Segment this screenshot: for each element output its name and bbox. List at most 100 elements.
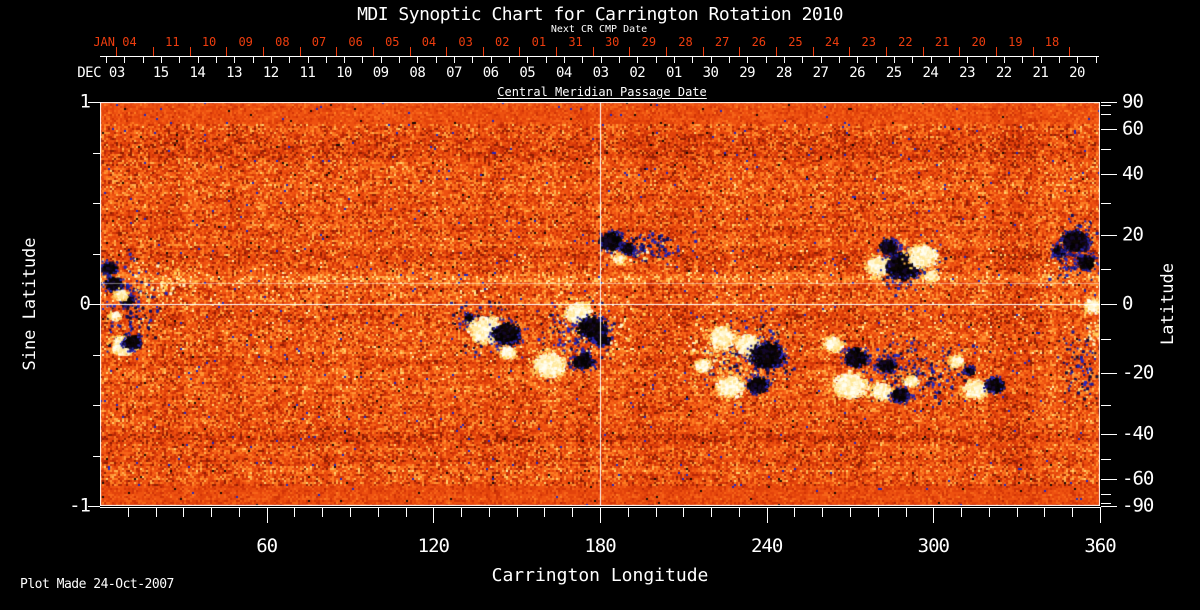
latitude-tick — [1101, 105, 1111, 107]
sine-latitude-tick — [88, 304, 100, 305]
longitude-tick — [377, 507, 379, 517]
longitude-tick — [322, 507, 324, 517]
next-cr-day-label: 29 — [641, 35, 657, 49]
longitude-tick — [988, 507, 990, 517]
longitude-tick — [905, 507, 907, 517]
cmp-day-label: 24 — [922, 65, 939, 81]
next-cr-axis-label: Next CR CMP Date — [550, 24, 648, 35]
longitude-tick — [683, 507, 685, 517]
latitude-tick — [1101, 129, 1117, 131]
next-cr-day-label: 20 — [971, 35, 986, 49]
next-cr-day-label: 10 — [201, 35, 217, 49]
cmp-tick — [710, 56, 712, 63]
plot-made-timestamp: Plot Made 24-Oct-2007 — [20, 577, 174, 592]
next-cr-tick — [482, 47, 484, 56]
cmp-tick — [875, 56, 877, 63]
cmp-tick — [692, 56, 694, 63]
cmp-tick — [344, 56, 346, 63]
cmp-tick — [912, 56, 914, 63]
latitude-tick — [1101, 234, 1117, 236]
longitude-tick — [183, 507, 185, 517]
cmp-day-label: 26 — [849, 65, 866, 81]
cmp-tick — [930, 56, 932, 63]
latitude-tick-label: -90 — [1122, 494, 1154, 517]
x-axis-title: Carrington Longitude — [491, 565, 709, 586]
cmp-tick — [1022, 56, 1024, 63]
cmp-tick — [289, 56, 291, 63]
next-cr-day-label: 18 — [1044, 35, 1060, 49]
latitude-tick — [1101, 506, 1117, 507]
cmp-tick — [380, 56, 382, 63]
cmp-day-label: 11 — [299, 65, 316, 81]
cmp-tick — [1040, 56, 1042, 63]
cmp-day-label: 30 — [702, 65, 719, 81]
cmp-tick — [399, 56, 401, 63]
next-cr-tick — [226, 47, 228, 56]
longitude-tick — [572, 507, 574, 517]
cmp-day-label: 20 — [1069, 65, 1085, 81]
cmp-tick — [490, 56, 492, 63]
next-cr-tick — [336, 47, 338, 56]
next-cr-tick — [1069, 47, 1071, 56]
cmp-day-label: 02 — [629, 65, 646, 81]
latitude-tick — [1101, 502, 1111, 504]
cmp-tick — [564, 56, 565, 63]
next-cr-day-label: 22 — [898, 35, 913, 49]
sine-latitude-tick — [93, 152, 100, 154]
sine-latitude-tick — [93, 253, 100, 255]
longitude-tick — [350, 507, 351, 517]
cmp-tick — [1077, 56, 1079, 63]
next-cr-day-label: 19 — [1008, 35, 1023, 49]
next-cr-day-label: 06 — [348, 35, 363, 49]
next-cr-day-label: 25 — [788, 35, 803, 49]
cmp-tick — [857, 56, 859, 63]
next-cr-tick — [702, 47, 704, 56]
cmp-tick — [215, 56, 217, 63]
next-cr-tick — [885, 47, 887, 56]
next-cr-tick — [372, 47, 374, 56]
longitude-tick — [933, 507, 935, 523]
latitude-tick — [1101, 458, 1111, 460]
sine-latitude-tick — [93, 354, 100, 356]
longitude-tick — [877, 507, 879, 517]
next-cr-tick — [189, 47, 191, 56]
magnetogram-image — [100, 102, 1100, 506]
longitude-tick — [822, 507, 824, 517]
cmp-tick — [362, 56, 364, 63]
longitude-tick — [794, 507, 796, 517]
latitude-tick — [1101, 102, 1117, 103]
longitude-tick-label: 120 — [417, 535, 450, 557]
cmp-tick — [802, 56, 804, 63]
next-cr-month-label: JAN 04 — [93, 35, 137, 49]
cmp-day-label: 10 — [336, 65, 352, 81]
latitude-tick — [1101, 433, 1117, 435]
cmp-day-label: 23 — [959, 65, 976, 81]
longitude-tick — [738, 507, 740, 517]
next-cr-tick — [922, 47, 924, 56]
cmp-tick — [765, 56, 767, 63]
next-cr-tick — [519, 47, 521, 56]
next-cr-day-label: 07 — [311, 35, 327, 49]
cmp-tick — [600, 56, 602, 63]
next-cr-day-label: 27 — [714, 35, 730, 49]
cmp-tick — [1095, 56, 1097, 63]
latitude-tick — [1101, 268, 1111, 270]
longitude-tick-label: 60 — [256, 535, 278, 557]
cmp-tick — [820, 56, 822, 63]
cmp-day-label: 05 — [519, 65, 536, 81]
cmp-tick — [234, 56, 236, 63]
longitude-tick — [516, 507, 518, 517]
cmp-tick — [472, 56, 474, 63]
cmp-tick — [252, 56, 254, 63]
y-axis-title-left: Sine Latitude — [20, 237, 40, 371]
next-cr-day-label: 03 — [458, 35, 473, 49]
cmp-tick — [325, 56, 327, 63]
latitude-tick — [1101, 203, 1111, 204]
sine-latitude-tick — [88, 506, 100, 507]
cmp-month-label: DEC 03 — [77, 65, 125, 81]
longitude-tick-label: 240 — [750, 535, 783, 557]
cmp-tick — [545, 56, 547, 63]
sine-latitude-tick — [93, 203, 100, 204]
longitude-tick — [600, 507, 601, 523]
latitude-tick — [1101, 478, 1117, 480]
